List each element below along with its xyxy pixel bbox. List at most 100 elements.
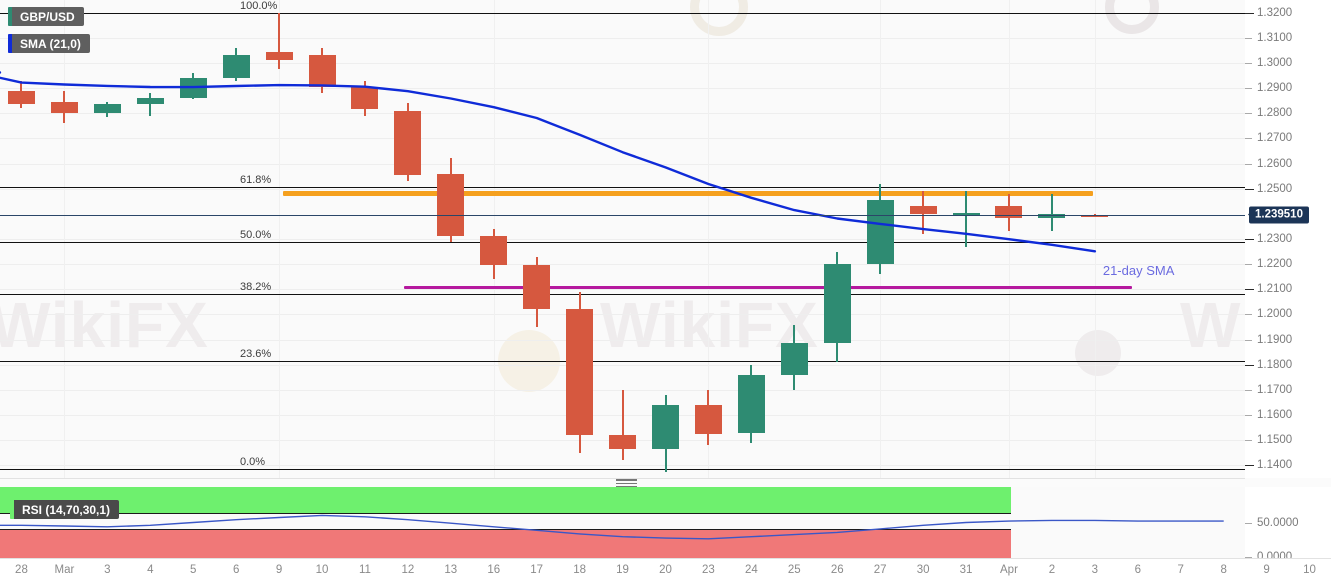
candlestick[interactable] bbox=[566, 291, 594, 453]
fibonacci-level-line[interactable] bbox=[0, 12, 1245, 14]
price-tick bbox=[1245, 415, 1252, 417]
candlestick[interactable] bbox=[7, 80, 35, 109]
candlestick[interactable] bbox=[308, 47, 336, 94]
candlestick[interactable] bbox=[694, 389, 722, 446]
candle-body bbox=[93, 104, 121, 114]
sma-line bbox=[0, 71, 1097, 253]
candlestick[interactable] bbox=[480, 228, 508, 280]
grid-line bbox=[0, 465, 1245, 467]
price-tick bbox=[1245, 37, 1252, 39]
support-line[interactable] bbox=[404, 285, 1132, 290]
legend-symbol[interactable]: GBP/USD bbox=[8, 7, 84, 26]
candle-body bbox=[523, 265, 551, 310]
price-tick bbox=[1245, 465, 1254, 467]
fibonacci-level-line[interactable] bbox=[0, 469, 1245, 471]
rsi-panel[interactable]: RSI (14,70,30,1) bbox=[0, 487, 1245, 558]
price-tick-label: 1.2200 bbox=[1257, 258, 1293, 271]
candlestick[interactable] bbox=[222, 47, 250, 81]
grid-line bbox=[0, 62, 1245, 64]
date-tick-label: 31 bbox=[959, 564, 973, 576]
price-tick bbox=[1245, 440, 1252, 442]
rsi-tick-label: 50.0000 bbox=[1257, 516, 1299, 529]
date-tick-label: Apr bbox=[1000, 564, 1018, 576]
price-tick-label: 1.1600 bbox=[1257, 409, 1293, 422]
sma-color-swatch bbox=[8, 34, 12, 53]
candle-body bbox=[437, 173, 465, 237]
rsi-overbought-level bbox=[0, 513, 1011, 514]
candle-body bbox=[566, 309, 594, 436]
resistance-line[interactable] bbox=[283, 191, 1093, 197]
price-tick-label: 1.2500 bbox=[1257, 182, 1293, 195]
grid-line bbox=[0, 163, 1245, 165]
candlestick[interactable] bbox=[394, 103, 422, 182]
fibonacci-level-line[interactable] bbox=[0, 187, 1245, 189]
fibonacci-level-line[interactable] bbox=[0, 241, 1245, 243]
current-price-badge: 1.239510 bbox=[1248, 206, 1309, 224]
grid-line bbox=[0, 113, 1245, 115]
price-tick bbox=[1245, 12, 1254, 14]
price-axis[interactable]: 1.3200 1.3100 1.3000 1.2900 1.2800 1.2700 1.26… bbox=[1245, 0, 1331, 478]
price-tick bbox=[1245, 264, 1252, 266]
date-tick-label: 12 bbox=[401, 564, 415, 576]
price-chart-panel[interactable]: WikiFX WikiFX WikiFX 100.0%61.8%50.0%38.… bbox=[0, 0, 1331, 479]
rsi-color-swatch bbox=[10, 500, 14, 519]
date-tick-label: 17 bbox=[530, 564, 544, 576]
date-tick-label: 25 bbox=[787, 564, 801, 576]
candlestick[interactable] bbox=[823, 251, 851, 363]
candlestick[interactable] bbox=[136, 93, 164, 116]
candlestick[interactable] bbox=[93, 101, 121, 117]
candlestick[interactable] bbox=[995, 193, 1023, 232]
candle-wick bbox=[621, 389, 624, 461]
grid-line bbox=[279, 0, 280, 478]
legend-rsi[interactable]: RSI (14,70,30,1) bbox=[10, 500, 120, 519]
price-tick-label: 1.3100 bbox=[1257, 31, 1293, 44]
candle-body bbox=[909, 206, 937, 214]
date-tick-label: 24 bbox=[744, 564, 758, 576]
time-axis[interactable]: 28 Mar 3 4 5 6 9 10 11 12 13 16 17 18 19 20 23 24 25 26 27 30… bbox=[0, 558, 1331, 584]
grid-line bbox=[0, 188, 1245, 190]
candle-wick bbox=[965, 191, 968, 247]
candlestick[interactable] bbox=[780, 324, 808, 390]
price-tick-label: 1.2900 bbox=[1257, 82, 1293, 95]
fibonacci-level-line[interactable] bbox=[0, 294, 1245, 296]
date-tick-label: 18 bbox=[573, 564, 587, 576]
handle-line bbox=[616, 479, 637, 481]
candlestick[interactable] bbox=[866, 183, 894, 275]
candle-body bbox=[866, 199, 894, 265]
date-tick-label: 6 bbox=[232, 564, 240, 576]
grid-line bbox=[708, 0, 709, 478]
rsi-oversold-level bbox=[0, 529, 1011, 530]
candle-wick bbox=[1050, 193, 1053, 232]
candlestick[interactable] bbox=[523, 256, 551, 328]
price-tick-label: 1.2100 bbox=[1257, 283, 1293, 296]
date-tick-label: 8 bbox=[1220, 564, 1227, 576]
candlestick[interactable] bbox=[652, 394, 679, 472]
fibonacci-level-label: 100.0% bbox=[240, 0, 278, 12]
candlestick[interactable] bbox=[265, 12, 293, 70]
candlestick[interactable] bbox=[437, 158, 465, 242]
candle-body bbox=[351, 86, 379, 110]
candlestick[interactable] bbox=[50, 90, 78, 124]
candlestick[interactable] bbox=[351, 80, 379, 116]
candle-body bbox=[222, 55, 250, 78]
price-tick-label: 1.3000 bbox=[1257, 56, 1293, 69]
candlestick[interactable] bbox=[609, 389, 637, 461]
date-tick-label: 9 bbox=[275, 564, 283, 576]
grid-line bbox=[0, 239, 1245, 240]
price-tick bbox=[1245, 389, 1252, 391]
candlestick[interactable] bbox=[952, 191, 980, 247]
candle-body bbox=[952, 212, 980, 215]
legend-sma-label: SMA (21,0) bbox=[20, 36, 81, 51]
candlestick[interactable] bbox=[737, 364, 765, 443]
legend-sma[interactable]: SMA (21,0) bbox=[8, 34, 90, 53]
candlestick[interactable] bbox=[909, 191, 937, 234]
fibonacci-level-label: 61.8% bbox=[240, 174, 272, 187]
rsi-tick bbox=[1245, 557, 1252, 558]
candle-body bbox=[50, 101, 78, 114]
rsi-line bbox=[0, 514, 1224, 540]
rsi-axis: 50.0000 0.0000 bbox=[1245, 487, 1331, 563]
date-tick-label: 5 bbox=[190, 564, 197, 576]
candle-body bbox=[7, 90, 35, 105]
fibonacci-level-line[interactable] bbox=[0, 361, 1245, 363]
